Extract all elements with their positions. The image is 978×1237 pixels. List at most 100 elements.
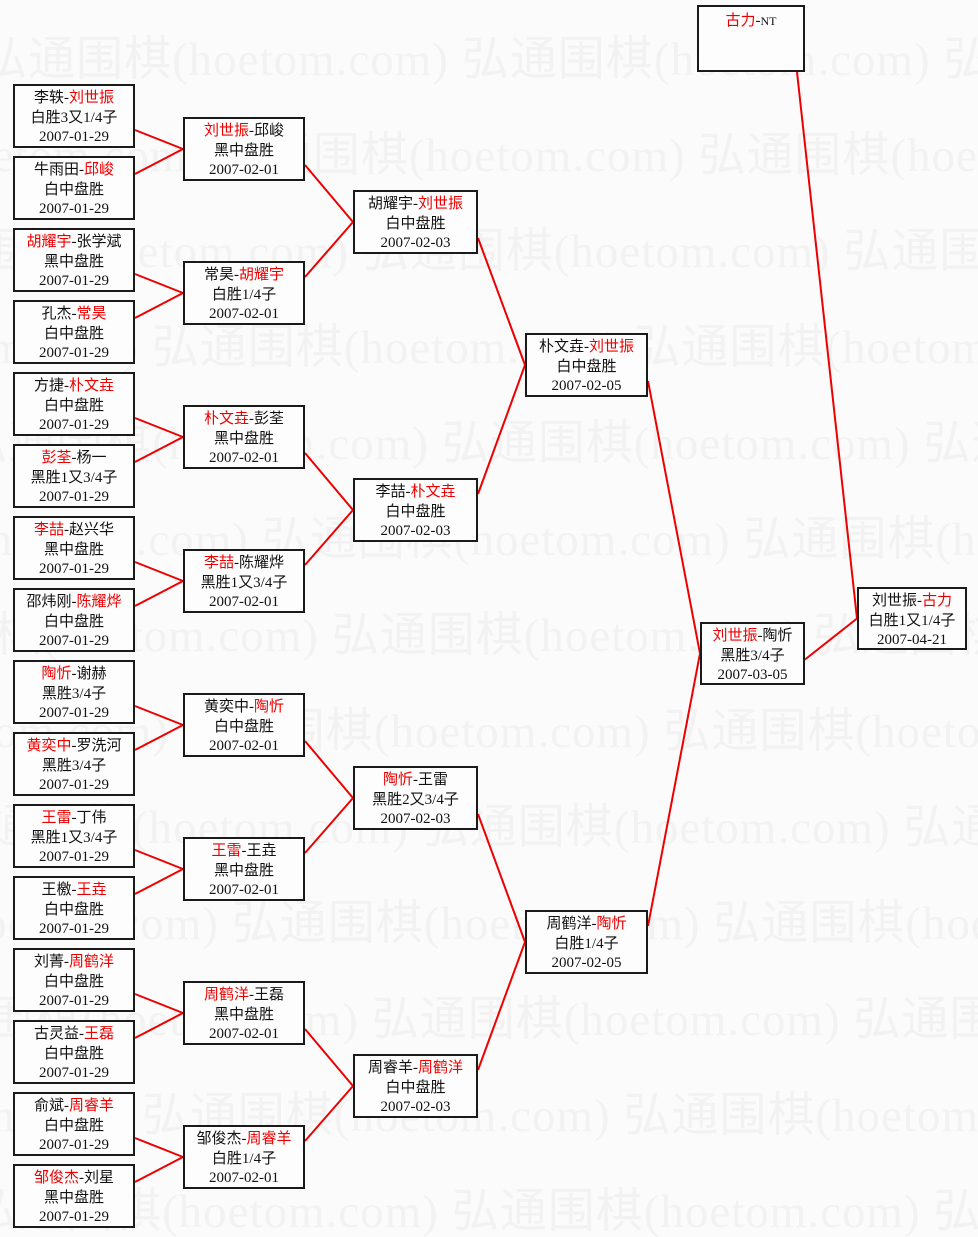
match-node-round4-1[interactable]: 朴文垚-刘世振 白中盘胜 2007-02-05	[525, 333, 648, 397]
match-result: 白中盘胜	[385, 215, 446, 232]
watermark-text: 弘通围棋(hoetom.com) 弘通围棋(hoetom.com) 弘通围棋(h…	[0, 802, 978, 854]
match-date: 2007-02-03	[380, 1099, 451, 1115]
match-node-round2-4[interactable]: 李喆-陈耀烨 黑胜1又3/4子 2007-02-01	[183, 549, 305, 613]
match-players: 常昊-胡耀宇	[185, 266, 303, 286]
match-node-round1-8[interactable]: 邵炜刚-陈耀烨 白中盘胜 2007-01-29	[13, 588, 135, 652]
match-date: 2007-01-29	[39, 921, 109, 937]
match-node-round2-8[interactable]: 邹俊杰-周睿羊 白胜1/4子 2007-02-01	[183, 1125, 305, 1189]
match-players: 朴文垚-刘世振	[527, 338, 646, 358]
connector-r1-to-r2	[134, 1137, 184, 1158]
connector-r1-to-r2	[134, 148, 184, 175]
match-result: 白中盘胜	[43, 397, 104, 414]
versus-separator: -	[79, 1170, 84, 1186]
player-one: 李喆	[33, 522, 64, 538]
match-node-round1-15[interactable]: 俞斌-周睿羊 白中盘胜 2007-01-29	[13, 1092, 135, 1156]
match-node-round2-3[interactable]: 朴文垚-彭荃 黑中盘胜 2007-02-01	[183, 405, 305, 469]
player-two: 杨一	[76, 450, 107, 466]
match-result: 白中盘胜	[43, 973, 104, 990]
player-two: 周鹤洋	[418, 1060, 464, 1076]
match-node-round1-9[interactable]: 陶忻-谢赫 黑胜3/4子 2007-01-29	[13, 660, 135, 724]
player-one: 李轶	[33, 90, 64, 106]
match-node-semifinal[interactable]: 刘世振-陶忻 黑胜3/4子 2007-03-05	[700, 622, 805, 685]
match-players: 周鹤洋-王磊	[185, 986, 303, 1006]
match-result: 黑中盘胜	[43, 541, 104, 558]
versus-separator: -	[64, 1098, 69, 1114]
match-node-final[interactable]: 刘世振-古力 白胜1又1/4子 2007-04-21	[857, 587, 967, 650]
connector-r1-to-r2	[134, 993, 184, 1014]
match-node-round1-5[interactable]: 方捷-朴文垚 白中盘胜 2007-01-29	[13, 372, 135, 436]
match-node-round1-16[interactable]: 邹俊杰-刘星 黑中盘胜 2007-01-29	[13, 1164, 135, 1228]
player-one: 王雷	[41, 810, 72, 826]
match-result: 白中盘胜	[213, 718, 274, 735]
match-node-round1-10[interactable]: 黄奕中-罗洗河 黑胜3/4子 2007-01-29	[13, 732, 135, 796]
match-node-round2-6[interactable]: 王雷-王垚 黑中盘胜 2007-02-01	[183, 837, 305, 901]
player-one: 孔杰	[41, 306, 72, 322]
match-node-round1-6[interactable]: 彭荃-杨一 黑胜1又3/4子 2007-01-29	[13, 444, 135, 508]
match-players: 王雷-丁伟	[15, 809, 133, 829]
seed-node-guli[interactable]: 古力-NT	[697, 5, 805, 72]
versus-separator: -	[71, 594, 77, 610]
match-node-round2-7[interactable]: 周鹤洋-王磊 黑中盘胜 2007-02-01	[183, 981, 305, 1045]
player-two: 王雷	[418, 772, 449, 788]
versus-separator: -	[757, 628, 763, 644]
player-one: 胡耀宇	[367, 196, 413, 212]
player-two: 刘世振	[589, 339, 635, 355]
match-date: 2007-02-03	[380, 235, 451, 251]
match-players: 邵炜刚-陈耀烨	[15, 593, 133, 613]
player-one: 黄奕中	[26, 738, 72, 754]
player-one: 王雷	[211, 843, 242, 859]
versus-separator: -	[413, 1060, 418, 1076]
versus-separator: -	[71, 810, 77, 826]
match-result: 白胜1/4子	[211, 286, 277, 303]
versus-separator: -	[79, 1026, 84, 1042]
match-node-round2-2[interactable]: 常昊-胡耀宇 白胜1/4子 2007-02-01	[183, 261, 305, 325]
match-node-round1-14[interactable]: 古灵益-王磊 白中盘胜 2007-01-29	[13, 1020, 135, 1084]
match-node-round1-1[interactable]: 李轶-刘世振 白胜3又1/4子 2007-01-29	[13, 84, 135, 148]
match-node-round3-2[interactable]: 李喆-朴文垚 白中盘胜 2007-02-03	[353, 478, 478, 542]
match-result: 黑胜3/4子	[720, 647, 785, 664]
match-date: 2007-01-29	[39, 417, 109, 433]
player-one: 朴文垚	[203, 411, 249, 427]
watermark-text: 弘通围棋(hoetom.com) 弘通围棋(hoetom.com) 弘通围棋(h…	[0, 418, 978, 470]
match-result: 白胜1又1/4子	[868, 612, 956, 629]
versus-separator: -	[241, 1131, 247, 1147]
match-date: 2007-02-01	[209, 594, 279, 610]
match-players: 陶忻-谢赫	[15, 665, 133, 685]
player-two: 刘世振	[418, 196, 464, 212]
match-date: 2007-01-29	[39, 1065, 109, 1081]
connector-r3-to-r4	[477, 941, 526, 1071]
player-two: 周睿羊	[246, 1131, 292, 1147]
match-node-round2-5[interactable]: 黄奕中-陶忻 白中盘胜 2007-02-01	[183, 693, 305, 757]
match-date: 2007-02-05	[551, 955, 622, 971]
connector-r1-to-r2	[134, 292, 184, 319]
match-players: 李喆-赵兴华	[15, 521, 133, 541]
match-date: 2007-01-29	[39, 345, 109, 361]
match-node-round3-3[interactable]: 陶忻-王雷 黑胜2又3/4子 2007-02-03	[353, 766, 478, 830]
player-one: 方捷	[33, 378, 64, 394]
match-result: 白中盘胜	[43, 1117, 104, 1134]
player-one: 王檄	[41, 882, 72, 898]
match-result: 黑中盘胜	[213, 862, 274, 879]
match-node-round1-11[interactable]: 王雷-丁伟 黑胜1又3/4子 2007-01-29	[13, 804, 135, 868]
connector-r1-to-r2	[134, 1012, 184, 1039]
match-result: 白胜3又1/4子	[30, 109, 118, 126]
connector-r2-to-r3	[304, 509, 354, 566]
match-node-round1-3[interactable]: 胡耀宇-张学斌 黑中盘胜 2007-01-29	[13, 228, 135, 292]
player-one: 周鹤洋	[203, 987, 249, 1003]
match-node-round1-2[interactable]: 牛雨田-邱峻 白中盘胜 2007-01-29	[13, 156, 135, 220]
versus-separator: -	[71, 450, 77, 466]
match-node-round2-1[interactable]: 刘世振-邱峻 黑中盘胜 2007-02-01	[183, 117, 305, 181]
player-two: 谢赫	[76, 666, 107, 682]
match-node-round1-12[interactable]: 王檄-王垚 白中盘胜 2007-01-29	[13, 876, 135, 940]
match-node-round3-1[interactable]: 胡耀宇-刘世振 白中盘胜 2007-02-03	[353, 190, 478, 254]
match-result: 黑胜1又3/4子	[30, 469, 118, 486]
match-node-round3-4[interactable]: 周睿羊-周鹤洋 白中盘胜 2007-02-03	[353, 1054, 478, 1118]
match-date: 2007-02-01	[209, 882, 279, 898]
player-two: 陈耀烨	[239, 555, 285, 571]
match-node-round1-7[interactable]: 李喆-赵兴华 黑中盘胜 2007-01-29	[13, 516, 135, 580]
match-node-round4-2[interactable]: 周鹤洋-陶忻 白胜1/4子 2007-02-05	[525, 910, 648, 974]
match-node-round1-4[interactable]: 孔杰-常昊 白中盘胜 2007-01-29	[13, 300, 135, 364]
match-result: 黑胜1又3/4子	[200, 574, 288, 591]
match-node-round1-13[interactable]: 刘菁-周鹤洋 白中盘胜 2007-01-29	[13, 948, 135, 1012]
versus-separator: -	[249, 987, 254, 1003]
